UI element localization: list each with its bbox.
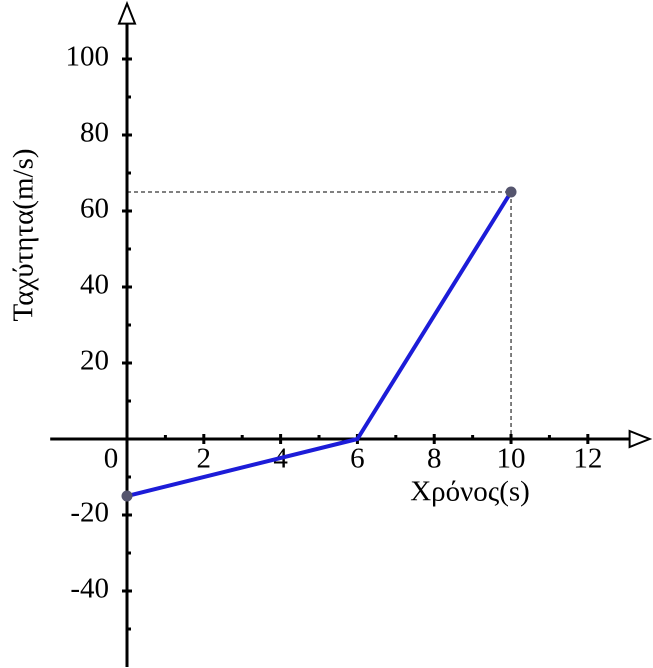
x-tick-label: 6: [350, 443, 365, 475]
x-tick-label: 12: [573, 443, 602, 475]
x-axis-label: Χρόνος(s): [410, 476, 530, 508]
velocity-line: [126, 190, 513, 498]
y-tick-label: 100: [66, 41, 110, 73]
y-tick-label: -20: [70, 497, 109, 529]
y-tick-label: 80: [80, 117, 109, 149]
point-marker: [505, 186, 517, 198]
x-tick-label: 8: [427, 443, 442, 475]
y-axis-label: Ταχύτητα(m/s): [8, 148, 40, 321]
y-tick-label: 60: [80, 193, 109, 225]
y-tick-label: -40: [70, 573, 109, 605]
x-arrow: [628, 429, 653, 449]
y-tick-label: 40: [80, 269, 109, 301]
x-tick-label: 2: [197, 443, 212, 475]
y-arrow: [117, 0, 137, 25]
point-marker: [121, 490, 133, 502]
y-tick-label: 20: [80, 345, 109, 377]
x-tick-label: 10: [497, 443, 526, 475]
x-tick-label: 0: [104, 443, 119, 475]
